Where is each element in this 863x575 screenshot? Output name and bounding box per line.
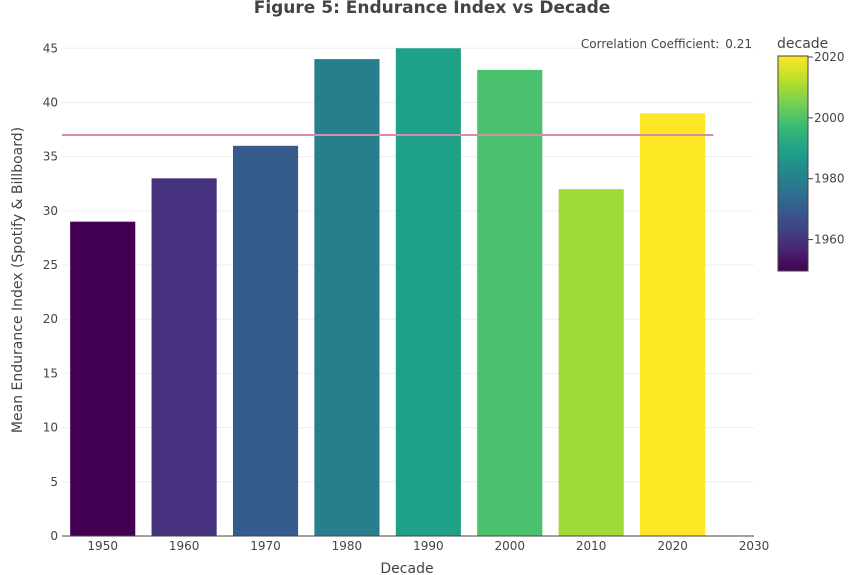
y-tick-label: 25 — [43, 258, 58, 272]
x-axis: 1950 1960 1970 1980 1990 2000 2010 2020 2030 — [62, 535, 770, 553]
x-tick-label: 2010 — [576, 539, 607, 553]
x-tick-label: 1950 — [87, 539, 118, 553]
x-tick-label: 2000 — [494, 539, 525, 553]
y-tick-label: 30 — [43, 204, 58, 218]
colorbar-tick-label: 1960 — [814, 233, 845, 247]
bar-1960 — [151, 178, 217, 537]
x-tick-label: 1960 — [169, 539, 200, 553]
x-tick-label: 1990 — [413, 539, 444, 553]
bar-1980 — [314, 59, 380, 537]
colorbar-gradient — [777, 55, 809, 272]
y-tick-label: 20 — [43, 312, 58, 326]
colorbar-tick-label: 2000 — [814, 111, 845, 125]
y-tick-label: 15 — [43, 366, 58, 380]
correlation-label: Correlation Coefficient: — [581, 37, 719, 51]
correlation-annotation: Correlation Coefficient: 0.21 — [581, 37, 752, 51]
bar-1970 — [232, 145, 299, 536]
chart-title: Figure 5: Endurance Index vs Decade — [254, 0, 611, 18]
correlation-value: 0.21 — [725, 37, 752, 51]
y-axis-label: Mean Endurance Index (Spotify & Billboar… — [10, 127, 26, 433]
x-tick-label: 2020 — [657, 539, 688, 553]
x-axis-label: Decade — [380, 561, 433, 575]
svg-text:Correlation Coefficient:0.21: Correlation Coefficient: 0.21 — [581, 37, 752, 51]
y-tick-label: 5 — [50, 475, 58, 489]
y-tick-label: 10 — [43, 421, 58, 435]
colorbar-title: decade — [777, 36, 828, 52]
bar-1990 — [395, 48, 461, 537]
bar-2000 — [477, 69, 543, 536]
y-tick-label: 45 — [43, 41, 58, 55]
y-tick-label: 0 — [50, 529, 58, 543]
y-tick-label: 40 — [43, 95, 58, 109]
colorbar: decade 1960 1980 2000 2020 — [777, 36, 845, 272]
x-tick-label: 2030 — [739, 539, 770, 553]
bar-2020 — [640, 113, 706, 537]
y-tick-label: 35 — [43, 150, 58, 164]
bar-2010 — [558, 189, 624, 536]
colorbar-tick-label: 1980 — [814, 172, 845, 186]
colorbar-tick-label: 2020 — [814, 50, 845, 64]
colorbar-ticks: 1960 1980 2000 2020 — [808, 50, 845, 247]
bar-1950 — [70, 221, 136, 536]
bars — [70, 48, 706, 537]
y-axis: 0 5 10 15 20 25 30 35 40 45 — [43, 41, 58, 543]
x-tick-label: 1970 — [250, 539, 281, 553]
x-tick-label: 1980 — [332, 539, 363, 553]
